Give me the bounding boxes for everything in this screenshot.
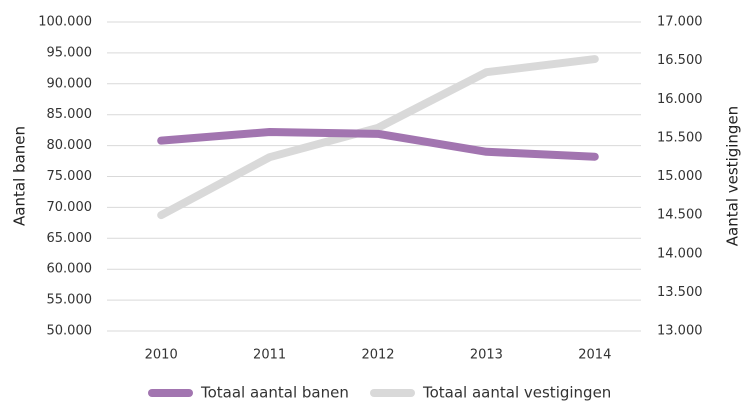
x-tick-label: 2014 [578, 348, 611, 363]
x-tick-label: 2012 [361, 348, 394, 363]
y2-tick-label: 16.000 [657, 92, 703, 107]
legend-label: Totaal aantal banen [200, 384, 349, 402]
y-tick-label: 50.000 [47, 324, 93, 339]
y2-tick-label: 13.000 [657, 324, 703, 339]
y-tick-label: 65.000 [47, 231, 93, 246]
x-tick-label: 2011 [253, 348, 286, 363]
y-tick-label: 75.000 [47, 169, 93, 184]
y2-tick-label: 13.500 [657, 285, 703, 300]
y-tick-label: 60.000 [47, 262, 93, 277]
y-tick-label: 90.000 [47, 76, 93, 91]
y2-tick-label: 17.000 [657, 15, 703, 30]
y-tick-label: 70.000 [47, 200, 93, 215]
y-tick-label: 80.000 [47, 138, 93, 153]
y2-axis-title: Aantal vestigingen [724, 106, 742, 246]
x-tick-label: 2010 [145, 348, 178, 363]
y-axis-title: Aantal banen [11, 126, 29, 226]
y-tick-label: 100.000 [38, 15, 92, 30]
y-tick-label: 55.000 [47, 293, 93, 308]
y2-tick-label: 14.500 [657, 208, 703, 223]
y2-tick-label: 16.500 [657, 53, 703, 68]
y-tick-label: 95.000 [47, 45, 93, 60]
y2-tick-label: 14.000 [657, 246, 703, 261]
legend-label: Totaal aantal vestigingen [422, 384, 611, 402]
series-line [157, 55, 599, 220]
x-tick-label: 2013 [470, 348, 503, 363]
y-tick-label: 85.000 [47, 107, 93, 122]
y2-tick-label: 15.000 [657, 169, 703, 184]
series-line [157, 128, 599, 161]
y2-tick-label: 15.500 [657, 130, 703, 145]
